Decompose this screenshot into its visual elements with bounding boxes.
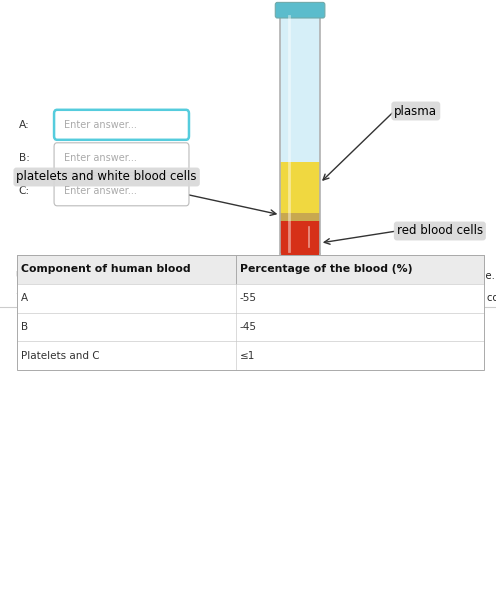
Bar: [280, 16, 320, 254]
Text: -55: -55: [240, 293, 256, 303]
Text: red blood cells: red blood cells: [397, 224, 483, 238]
Bar: [280, 162, 320, 213]
Text: Use the information in the diagram to work out what replaces A, B and C to compl: Use the information in the diagram to wo…: [16, 271, 495, 281]
Bar: [17, 255, 484, 370]
Text: -45: -45: [240, 322, 256, 332]
Text: Enter answer...: Enter answer...: [64, 153, 137, 163]
Text: ≤1: ≤1: [240, 351, 255, 361]
Bar: [17, 313, 484, 341]
Text: Percentage of the blood (%): Percentage of the blood (%): [240, 265, 412, 274]
Text: C:: C:: [19, 186, 30, 196]
FancyBboxPatch shape: [54, 176, 189, 206]
Text: ⊕: ⊕: [16, 293, 24, 303]
Text: A: A: [21, 293, 28, 303]
Text: The image shows a sample of human blood that has been spun in a centrifuge to se: The image shows a sample of human blood …: [16, 293, 496, 303]
FancyBboxPatch shape: [275, 2, 325, 18]
Text: Enter answer...: Enter answer...: [64, 186, 137, 196]
Text: platelets and white blood cells: platelets and white blood cells: [16, 170, 197, 184]
Text: B: B: [21, 322, 28, 332]
FancyBboxPatch shape: [54, 110, 189, 140]
Text: Component of human blood: Component of human blood: [21, 265, 191, 274]
Bar: [17, 284, 484, 313]
Text: Platelets and C: Platelets and C: [21, 351, 100, 361]
Bar: [17, 341, 484, 370]
Text: Zoom: Zoom: [32, 293, 64, 303]
FancyBboxPatch shape: [54, 143, 189, 173]
Text: Enter answer...: Enter answer...: [64, 120, 137, 130]
Text: A:: A:: [19, 120, 30, 130]
Text: B:: B:: [19, 153, 30, 163]
Bar: [280, 221, 320, 254]
Polygon shape: [280, 254, 320, 267]
Bar: [280, 213, 320, 221]
Bar: [17, 255, 484, 284]
Text: plasma: plasma: [394, 104, 437, 118]
